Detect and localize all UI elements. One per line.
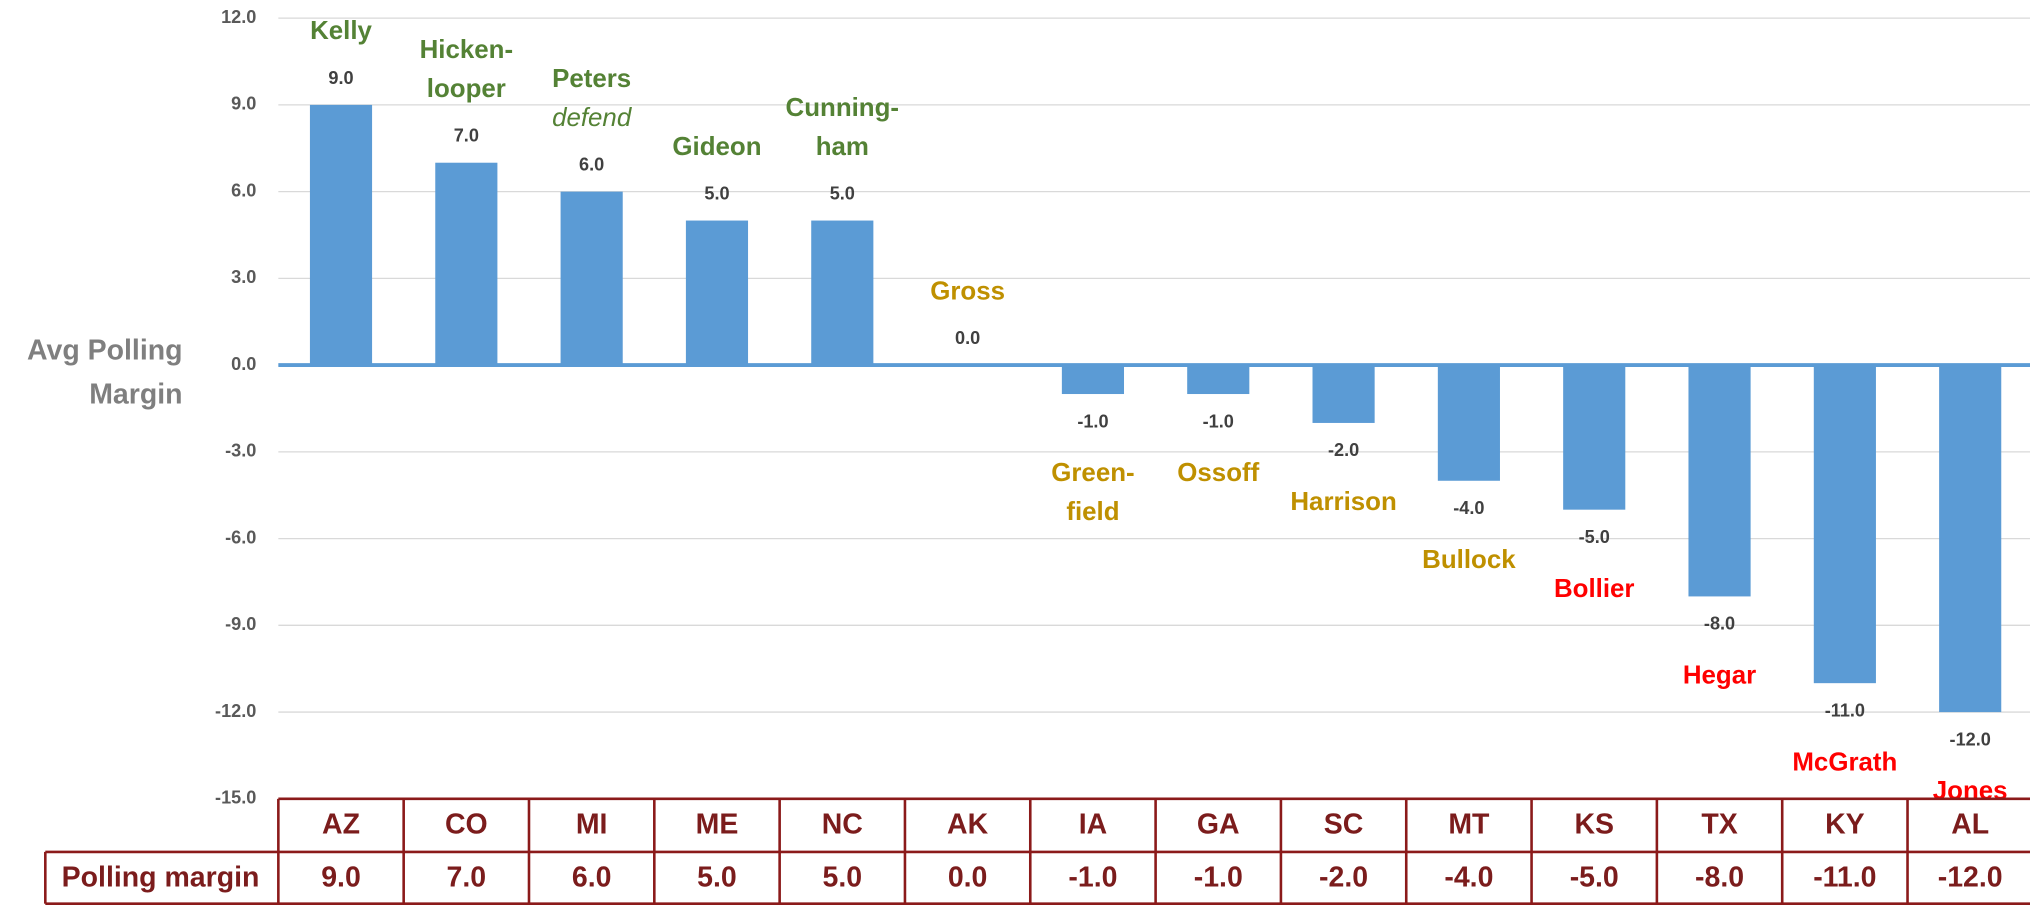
bar — [309, 104, 373, 366]
table-cell: 5.0 — [823, 862, 863, 894]
y-tick-label: 3.0 — [231, 267, 256, 287]
bar — [685, 220, 749, 366]
bar — [1187, 365, 1250, 395]
candidate-name: Jones — [1933, 777, 2008, 805]
data-label: 5.0 — [704, 183, 729, 203]
candidate-name: Green- — [1051, 459, 1134, 487]
data-label: 6.0 — [579, 155, 604, 175]
y-axis-label: Margin — [89, 379, 182, 411]
y-tick-label: 0.0 — [231, 354, 256, 374]
data-label: -4.0 — [1453, 498, 1484, 518]
table-header: MI — [576, 809, 608, 841]
data-label: 0.0 — [955, 328, 980, 348]
table-header: AZ — [322, 809, 360, 841]
bar — [1437, 365, 1500, 481]
bar — [560, 191, 623, 366]
bar — [1061, 365, 1125, 395]
bar — [1939, 365, 2002, 713]
table-cell: -4.0 — [1444, 862, 1493, 894]
table-header: ME — [696, 809, 739, 841]
bar — [1312, 365, 1375, 423]
candidate-name: Ossoff — [1177, 459, 1259, 487]
table-cell: -2.0 — [1319, 862, 1368, 894]
table-cell: 6.0 — [572, 862, 612, 894]
data-label: -5.0 — [1579, 527, 1610, 547]
table-row-label: Polling margin — [62, 862, 260, 894]
bar — [1563, 365, 1626, 510]
bar — [1688, 365, 1751, 597]
table-cell: -5.0 — [1570, 862, 1619, 894]
table-header: MT — [1448, 809, 1490, 841]
table-header: TX — [1701, 809, 1737, 841]
data-label: -8.0 — [1704, 614, 1735, 634]
y-tick-label: 6.0 — [231, 180, 256, 200]
y-tick-label: -15.0 — [215, 788, 256, 808]
candidate-name: Bullock — [1422, 546, 1516, 574]
candidate-name: Cunning- — [786, 94, 900, 122]
candidate-name: Harrison — [1290, 488, 1396, 516]
table-header: GA — [1197, 809, 1240, 841]
data-label: -1.0 — [1203, 411, 1234, 431]
table-cell: -11.0 — [1813, 862, 1876, 894]
table-header: KY — [1825, 809, 1865, 841]
y-tick-label: -12.0 — [215, 701, 256, 721]
bar — [1813, 365, 1876, 684]
y-tick-label: -3.0 — [225, 441, 256, 461]
candidate-name: McGrath — [1792, 748, 1897, 776]
candidate-name: Kelly — [310, 17, 372, 45]
data-label: -1.0 — [1077, 411, 1108, 431]
table-header: NC — [822, 809, 863, 841]
candidate-name: Hegar — [1683, 662, 1756, 690]
table-cell: -12.0 — [1938, 862, 2003, 894]
candidate-name: Gideon — [672, 133, 761, 161]
y-tick-label: 9.0 — [231, 94, 256, 114]
candidate-name: Hicken- — [420, 36, 513, 64]
data-label: 7.0 — [454, 126, 479, 146]
candidate-name: Gross — [930, 277, 1005, 305]
candidate-name: Bollier — [1554, 575, 1635, 603]
table-header: AL — [1951, 809, 1989, 841]
data-label: -2.0 — [1328, 440, 1359, 460]
table-header: KS — [1574, 809, 1614, 841]
table-cell: -1.0 — [1068, 862, 1117, 894]
candidate-name: ham — [816, 133, 869, 161]
bar — [435, 162, 498, 366]
y-tick-label: -9.0 — [225, 614, 256, 634]
y-tick-label: 12.0 — [221, 7, 256, 27]
data-label: 9.0 — [328, 68, 353, 88]
data-label: -12.0 — [1950, 729, 1991, 749]
table-header: AK — [947, 809, 989, 841]
data-label: 5.0 — [830, 183, 855, 203]
table-header: CO — [445, 809, 488, 841]
candidate-name: looper — [427, 75, 506, 103]
y-tick-label: -6.0 — [225, 527, 256, 547]
table-cell: -8.0 — [1695, 862, 1744, 894]
candidate-note: defend — [552, 104, 633, 132]
table-cell: -1.0 — [1194, 862, 1243, 894]
data-label: -11.0 — [1825, 700, 1865, 720]
bar — [811, 220, 874, 366]
table-cell: 7.0 — [447, 862, 487, 894]
table-header: SC — [1324, 809, 1364, 841]
table-cell: 5.0 — [697, 862, 737, 894]
table-cell: 9.0 — [321, 862, 361, 894]
table-header: IA — [1079, 809, 1107, 841]
table-cell: 0.0 — [948, 862, 988, 894]
candidate-name: Peters — [552, 65, 631, 93]
y-axis-label: Avg Polling — [27, 335, 183, 367]
candidate-name: field — [1066, 498, 1119, 526]
